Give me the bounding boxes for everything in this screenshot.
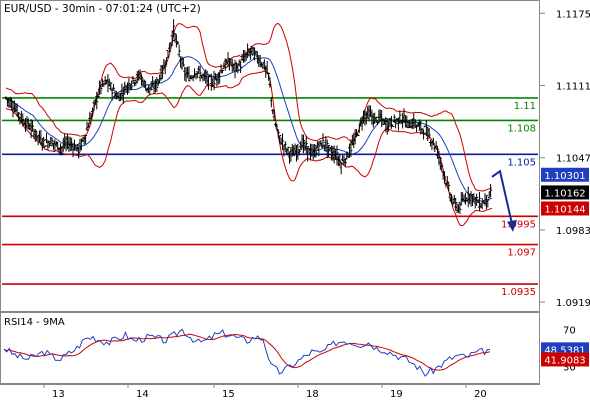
price-tag: 1.10301 xyxy=(544,171,585,182)
price-bars xyxy=(4,19,493,214)
price-y-axis: 1.1175 1.1111 1.1047 1.0983 1.0919 xyxy=(540,9,590,309)
price-tag: 1.10144 xyxy=(544,204,585,215)
rsi-ma-line xyxy=(3,333,491,371)
forecast-arrow-line xyxy=(491,169,513,225)
level-label: 1.0935 xyxy=(501,287,536,298)
level-label: 1.0995 xyxy=(501,219,536,230)
rsi-tag-box xyxy=(541,352,589,367)
price-tag-box xyxy=(541,201,589,216)
price-panel-frame xyxy=(0,0,540,312)
level-label: 1.105 xyxy=(507,157,536,168)
horizontal-levels: 1.11 1.108 1.105 1.0995 1.097 1.0935 xyxy=(2,97,538,298)
x-axis-labels: 13 14 15 18 19 20 xyxy=(43,384,487,400)
level-label: 1.11 xyxy=(514,101,536,112)
x-tick-label: 19 xyxy=(390,389,403,400)
level-label: 1.097 xyxy=(507,248,536,259)
level-label: 1.108 xyxy=(507,123,536,134)
rsi-tick-label: 30 xyxy=(563,362,576,373)
rsi-tick-label: 70 xyxy=(563,326,576,337)
y-tick-label: 1.1175 xyxy=(556,9,590,20)
y-tick-label: 1.1047 xyxy=(556,154,590,165)
bollinger-lower-line xyxy=(5,70,493,226)
rsi-line xyxy=(3,328,491,377)
rsi-title: RSI14 - 9MA xyxy=(4,317,65,328)
x-tick-label: 18 xyxy=(306,389,319,400)
rsi-y-axis: 70 30 xyxy=(563,326,576,374)
x-tick-label: 13 xyxy=(52,389,65,400)
price-tag-box xyxy=(541,167,589,182)
x-tick-label: 15 xyxy=(222,389,235,400)
rsi-tag: 41.9083 xyxy=(544,355,585,366)
y-tick-label: 1.0983 xyxy=(556,226,590,237)
x-tick-label: 14 xyxy=(136,389,149,400)
price-tag-box xyxy=(541,185,589,200)
y-tick-label: 1.1111 xyxy=(556,81,590,92)
forecast-arrow xyxy=(491,169,517,232)
chart-title: EUR/USD - 30min - 07:01:24 (UTC+2) xyxy=(4,3,201,15)
y-tick-label: 1.0919 xyxy=(556,298,590,309)
rsi-panel-frame xyxy=(0,312,540,384)
rsi-lines xyxy=(3,328,491,377)
price-tag: 1.10162 xyxy=(544,188,585,199)
rsi-tag: 48.5381 xyxy=(544,345,585,356)
x-tick-label: 20 xyxy=(474,389,487,400)
forecast-arrow-head xyxy=(507,219,517,232)
